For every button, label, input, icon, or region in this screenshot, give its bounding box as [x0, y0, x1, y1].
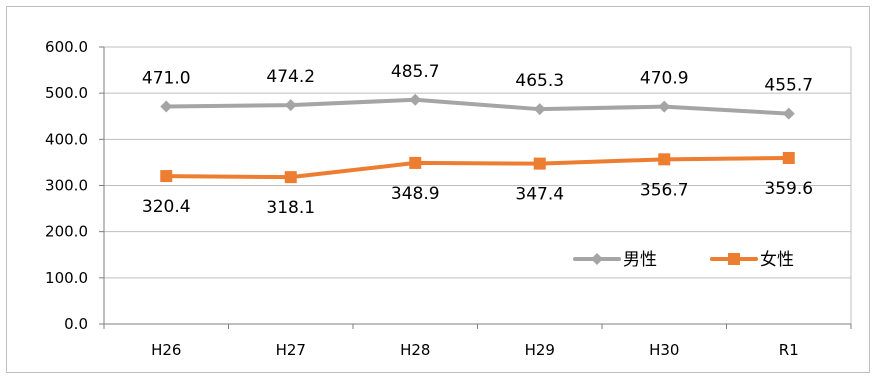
y-tick-label: 500.0 [45, 84, 88, 102]
data-point [284, 171, 297, 184]
x-tick-label: H26 [151, 341, 181, 359]
y-tick-label: 200.0 [45, 223, 88, 241]
x-tick-label: H28 [400, 341, 430, 359]
data-label: 318.1 [266, 198, 315, 218]
data-label: 356.7 [640, 180, 689, 200]
legend-marker [728, 253, 740, 265]
data-labels: 471.0 474.2 485.7 465.3 470.9 455.7 320.4 318.1… [142, 62, 813, 218]
chart-frame [6, 6, 870, 373]
legend: 男性 女性 [573, 250, 794, 270]
data-point [658, 153, 671, 166]
data-point [533, 103, 546, 116]
data-label: 347.4 [515, 185, 564, 205]
y-tick-label: 600.0 [45, 38, 88, 56]
y-tick-label: 0.0 [64, 315, 88, 333]
data-point [409, 156, 422, 169]
data-point [782, 107, 795, 120]
data-point [160, 170, 173, 183]
data-point [409, 93, 422, 106]
x-tick-label: H29 [525, 341, 555, 359]
data-label: 455.7 [764, 76, 813, 96]
x-tick-label: H27 [276, 341, 306, 359]
data-label: 471.0 [142, 69, 191, 89]
data-point [658, 100, 671, 113]
data-label: 470.9 [640, 69, 689, 89]
legend-label: 女性 [760, 250, 794, 270]
x-tick-label: H30 [649, 341, 679, 359]
y-tick-label: 400.0 [45, 130, 88, 148]
data-point [782, 151, 795, 164]
data-label: 359.6 [764, 179, 813, 199]
x-tick-label: R1 [779, 341, 799, 359]
y-tick-label: 300.0 [45, 177, 88, 195]
legend-marker [591, 253, 603, 265]
data-label: 474.2 [266, 67, 315, 87]
legend-label: 男性 [623, 250, 657, 270]
data-label: 348.9 [391, 184, 440, 204]
data-label: 485.7 [391, 62, 440, 82]
axes: 0.0 100.0 200.0 300.0 400.0 500.0 600.0 H26 H27 H… [45, 38, 852, 359]
y-tick-label: 100.0 [45, 269, 88, 287]
data-point [284, 99, 297, 112]
series-line [164, 97, 791, 116]
data-point [160, 100, 173, 113]
gridlines [104, 46, 852, 324]
data-label: 465.3 [515, 71, 564, 91]
data-label: 320.4 [142, 197, 191, 217]
series-line [164, 155, 791, 180]
data-point [533, 157, 546, 170]
series [160, 93, 795, 184]
